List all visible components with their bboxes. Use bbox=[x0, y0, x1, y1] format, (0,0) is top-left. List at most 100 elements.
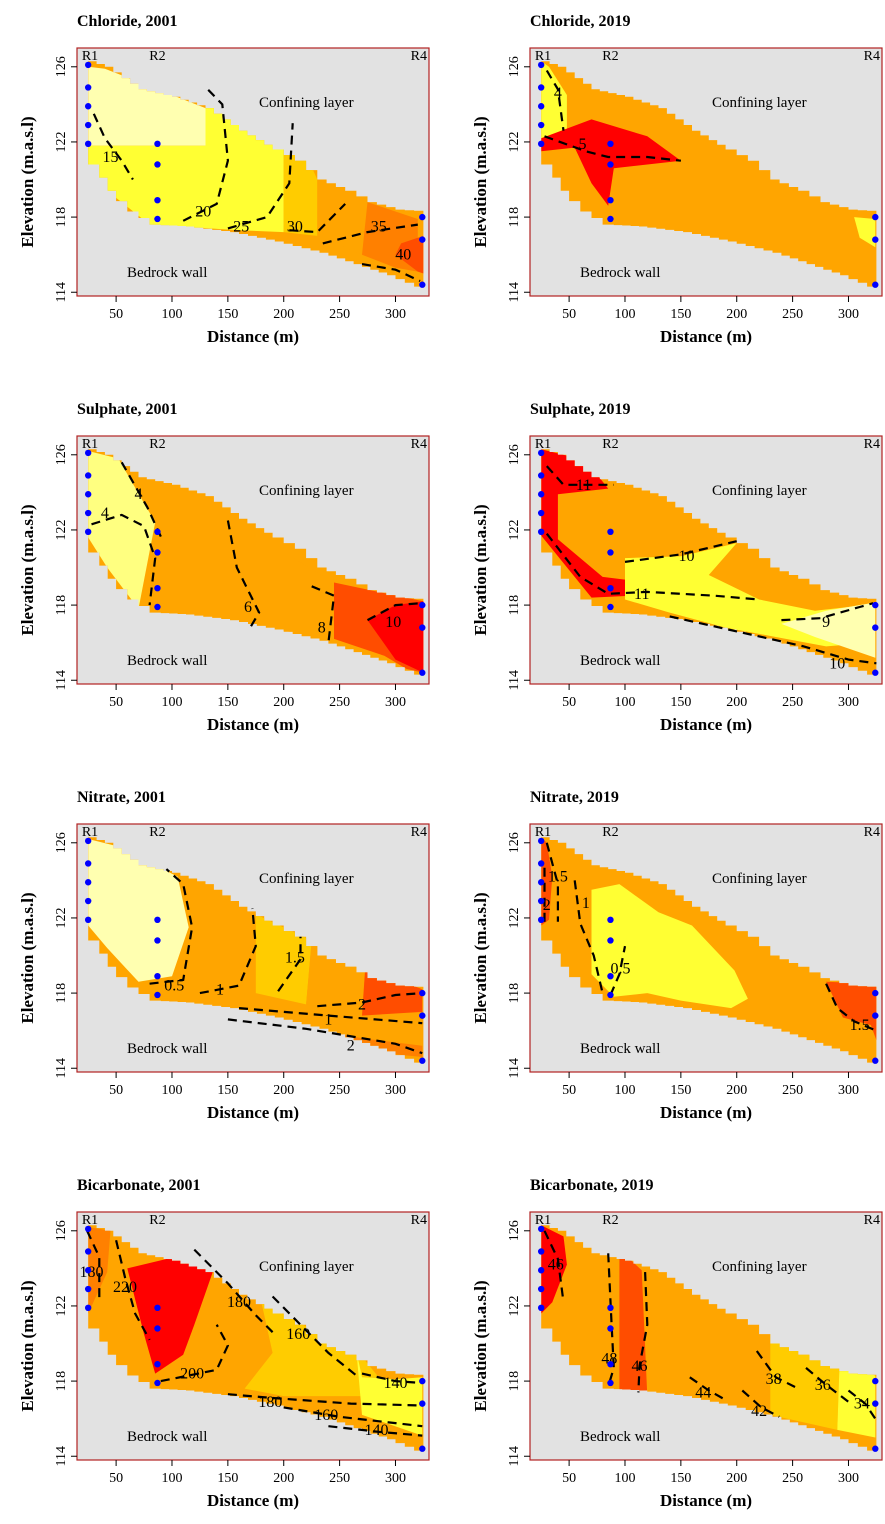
concentration-band-2 bbox=[88, 104, 284, 233]
x-tick-label: 50 bbox=[562, 1083, 576, 1098]
sample-point bbox=[84, 1285, 92, 1293]
y-tick-label: 122 bbox=[507, 519, 522, 540]
x-tick-label: 150 bbox=[670, 695, 691, 710]
sample-point bbox=[154, 140, 161, 148]
contour-line-2 bbox=[182, 88, 230, 222]
contour-label: 10 bbox=[678, 548, 694, 565]
sample-point bbox=[419, 1012, 426, 1019]
contour-label: 30 bbox=[287, 218, 303, 235]
concentration-band-4 bbox=[367, 601, 424, 673]
well-label-r2: R2 bbox=[602, 49, 618, 64]
contour-label: 44 bbox=[695, 1384, 711, 1401]
sample-point bbox=[537, 837, 545, 845]
contour-label: 140 bbox=[364, 1422, 388, 1439]
x-tick-label: 200 bbox=[273, 1083, 294, 1098]
x-axis-label: Distance (m) bbox=[660, 715, 752, 734]
sample-point bbox=[84, 84, 92, 91]
contour-line-4 bbox=[689, 1376, 727, 1401]
contour-label: 4 bbox=[554, 85, 562, 102]
sample-point bbox=[154, 161, 161, 168]
x-tick-label: 100 bbox=[161, 1471, 182, 1486]
contour-label: 1.5 bbox=[548, 869, 568, 886]
panel-title: Nitrate, 2019 bbox=[530, 789, 619, 806]
well-label-r4: R4 bbox=[864, 49, 880, 64]
contour-line-3 bbox=[193, 1248, 274, 1333]
y-tick-label: 126 bbox=[507, 444, 522, 465]
well-label-r2: R2 bbox=[149, 825, 165, 840]
well-label-r2: R2 bbox=[602, 1213, 618, 1228]
panel-frame bbox=[529, 47, 883, 297]
sample-point bbox=[154, 528, 161, 536]
contour-label: 160 bbox=[314, 1407, 338, 1424]
y-tick-label: 122 bbox=[507, 131, 522, 152]
x-tick-label: 100 bbox=[614, 1471, 635, 1486]
y-axis-label: Elevation (m.a.s.l) bbox=[18, 1280, 37, 1411]
well-label-r1: R1 bbox=[535, 825, 551, 840]
sample-point bbox=[154, 1304, 161, 1312]
panel-frame bbox=[76, 47, 430, 297]
panel-3: Sulphate, 2001 4 4 6 8 10 Confining layer Bedro… bbox=[18, 401, 430, 734]
sample-point bbox=[154, 584, 161, 592]
x-tick-label: 150 bbox=[217, 1083, 238, 1098]
contour-label: 40 bbox=[395, 247, 411, 264]
x-tick-label: 250 bbox=[329, 1083, 350, 1098]
sample-point bbox=[537, 103, 545, 110]
x-tick-label: 50 bbox=[562, 307, 576, 322]
y-tick-label: 122 bbox=[507, 907, 522, 928]
contour-line-5 bbox=[825, 983, 877, 1032]
concentration-band-3 bbox=[826, 981, 877, 1041]
x-tick-label: 200 bbox=[273, 695, 294, 710]
x-tick-label: 100 bbox=[161, 695, 182, 710]
x-axis-label: Distance (m) bbox=[207, 1491, 299, 1510]
confining-layer-label: Confining layer bbox=[259, 483, 354, 499]
y-axis-label: Elevation (m.a.s.l) bbox=[471, 892, 490, 1023]
sample-point bbox=[84, 472, 92, 479]
y-tick-label: 126 bbox=[507, 56, 522, 77]
confining-layer-label: Confining layer bbox=[712, 1259, 807, 1275]
sample-point bbox=[419, 989, 426, 997]
well-label-r2: R2 bbox=[149, 49, 165, 64]
y-tick-label: 118 bbox=[54, 983, 69, 1003]
y-tick-label: 122 bbox=[54, 131, 69, 152]
contour-line-6 bbox=[361, 1372, 423, 1385]
contour-label: 34 bbox=[854, 1396, 870, 1413]
x-tick-label: 200 bbox=[273, 1471, 294, 1486]
contour-line-1 bbox=[545, 842, 559, 922]
bedrock-wall-label: Bedrock wall bbox=[127, 265, 207, 281]
sample-point bbox=[537, 121, 545, 129]
sample-point bbox=[872, 1400, 879, 1407]
y-axis-label: Elevation (m.a.s.l) bbox=[471, 1280, 490, 1411]
contour-line-1 bbox=[149, 868, 194, 985]
sample-point bbox=[872, 624, 879, 631]
x-tick-label: 100 bbox=[614, 1083, 635, 1098]
panel-title: Bicarbonate, 2001 bbox=[77, 1177, 201, 1194]
concentration-band-1 bbox=[541, 1225, 567, 1314]
sample-point bbox=[419, 1057, 426, 1064]
x-tick-label: 150 bbox=[670, 1083, 691, 1098]
sample-point bbox=[419, 601, 426, 609]
contour-label: 1 bbox=[324, 1011, 332, 1028]
sample-point bbox=[607, 937, 614, 944]
contour-label: 200 bbox=[180, 1366, 204, 1383]
sample-point bbox=[607, 1379, 614, 1387]
sample-point bbox=[84, 1248, 92, 1255]
sample-point bbox=[607, 916, 614, 924]
contour-line-3 bbox=[624, 540, 737, 563]
x-tick-label: 300 bbox=[385, 307, 406, 322]
y-axis-label: Elevation (m.a.s.l) bbox=[471, 504, 490, 635]
contour-line-5 bbox=[366, 602, 422, 622]
sample-point bbox=[84, 140, 92, 148]
contour-label: 1.5 bbox=[285, 949, 305, 966]
x-tick-label: 250 bbox=[329, 307, 350, 322]
concentration-band-2 bbox=[619, 1249, 648, 1397]
contour-label: 180 bbox=[80, 1264, 104, 1281]
sample-point bbox=[84, 916, 92, 924]
contour-label: 11 bbox=[634, 586, 649, 603]
panel-4: Sulphate, 2019 11 11 10 9 10 Confining layer Be… bbox=[471, 401, 883, 734]
x-axis-label: Distance (m) bbox=[660, 1491, 752, 1510]
concentration-band-1 bbox=[88, 451, 156, 609]
contour-line-4 bbox=[271, 1295, 358, 1377]
x-tick-label: 150 bbox=[217, 307, 238, 322]
